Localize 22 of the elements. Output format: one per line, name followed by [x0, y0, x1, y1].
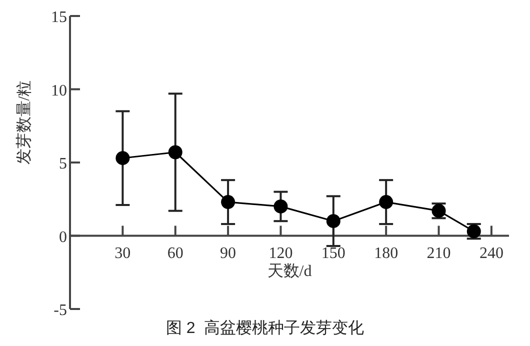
point: [274, 199, 288, 214]
y-tick-label: 5: [59, 156, 67, 172]
y-axis-title: 发芽数量/粒: [15, 80, 33, 165]
text: 图 2 高盆樱桃种子发芽变化: [166, 319, 364, 337]
point: [116, 151, 130, 166]
y-tick-label: 10: [51, 82, 67, 100]
x-tick-label: 210: [426, 244, 451, 262]
x-tick-label: 120: [268, 244, 293, 262]
x-axis-title: 天数/d: [267, 263, 312, 280]
x-tick-label: 180: [374, 244, 398, 262]
x-tick-label: 30: [114, 244, 131, 262]
point: [379, 195, 394, 210]
x-tick-label: 240: [479, 244, 504, 262]
y-tick-label: 0: [59, 228, 67, 246]
point: [221, 195, 236, 210]
x-tick-label: 60: [167, 244, 184, 262]
x-tick-label: 150: [321, 244, 346, 262]
x-tick-label: 90: [220, 244, 236, 262]
y-tick-label: -5: [54, 302, 67, 319]
y-tick-label: 15: [51, 9, 67, 26]
point: [168, 145, 182, 160]
point: [326, 214, 340, 228]
